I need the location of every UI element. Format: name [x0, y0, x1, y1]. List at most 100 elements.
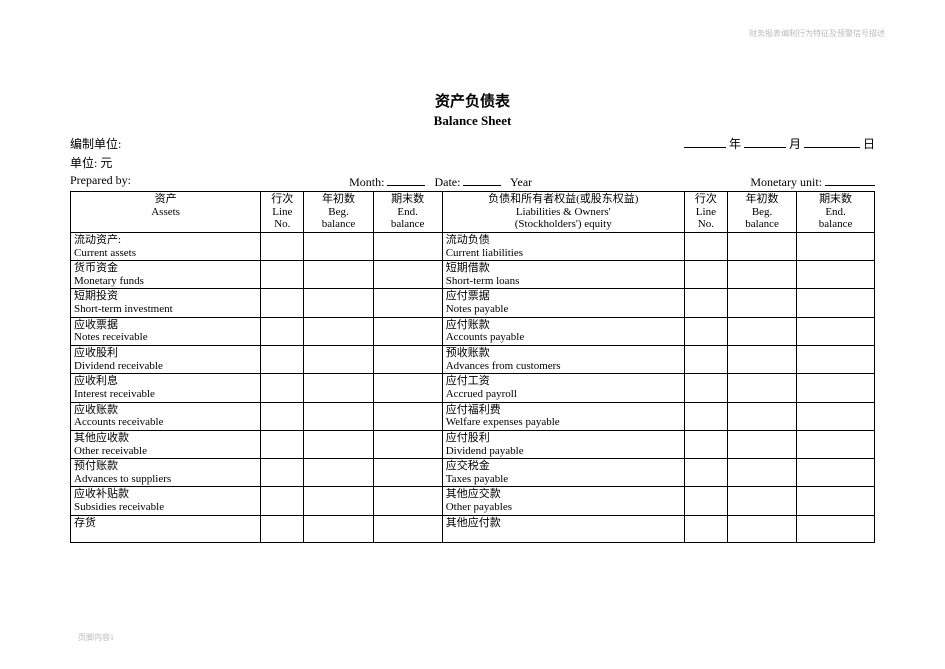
prepared-unit-label: 编制单位:	[70, 135, 121, 152]
title-cn: 资产负债表	[70, 90, 875, 111]
line-no-cell-r	[684, 346, 727, 374]
footer-watermark: 页脚内容1	[78, 632, 114, 643]
assets-cell: 应收票据Notes receivable	[71, 317, 261, 345]
liab-cell: 预收账款Advances from customers	[442, 346, 684, 374]
assets-cn: 预付账款	[74, 460, 257, 473]
col-end-cn: 期末数	[377, 193, 439, 206]
table-row: 应收票据Notes receivable 应付账款Accounts payable	[71, 317, 875, 345]
liab-en: Short-term loans	[446, 275, 681, 288]
line-no-cell-r	[684, 289, 727, 317]
assets-en: Advances to suppliers	[74, 473, 257, 486]
month-blank	[744, 135, 786, 148]
monetary-unit-label: Monetary unit:	[750, 175, 822, 189]
line-no-cell	[261, 430, 304, 458]
end-balance-cell-r	[797, 515, 875, 542]
liab-en: Accrued payroll	[446, 388, 681, 401]
col-line2-en1: Line	[688, 206, 724, 219]
month-label: 月	[789, 137, 801, 151]
table-row: 应收股利Dividend receivable 预收账款Advances from…	[71, 346, 875, 374]
end-balance-cell	[373, 515, 442, 542]
col-beg: 年初数 Beg. balance	[304, 192, 373, 233]
date-en-label: Date:	[434, 175, 460, 189]
col-end2-en1: End.	[800, 206, 871, 219]
col-liab-cn: 负债和所有者权益(或股东权益)	[446, 193, 681, 206]
beg-balance-cell-r	[727, 374, 796, 402]
col-end-en1: End.	[377, 206, 439, 219]
table-row: 短期投资Short-term investment 应付票据Notes payab…	[71, 289, 875, 317]
line-no-cell-r	[684, 232, 727, 260]
col-line: 行次 Line No.	[261, 192, 304, 233]
col-line2-en2: No.	[688, 218, 724, 231]
assets-en: Current assets	[74, 247, 257, 260]
assets-cell: 其他应收款Other receivable	[71, 430, 261, 458]
assets-cn: 其他应收款	[74, 432, 257, 445]
liab-cn: 流动负债	[446, 234, 681, 247]
page: 资产负债表 Balance Sheet 编制单位: 年 月 日 单位: 元 Pr…	[0, 0, 945, 543]
line-no-cell-r	[684, 317, 727, 345]
line-no-cell-r	[684, 430, 727, 458]
end-balance-cell-r	[797, 289, 875, 317]
assets-en: Notes receivable	[74, 331, 257, 344]
liab-cell: 应付账款Accounts payable	[442, 317, 684, 345]
col-beg2: 年初数 Beg. balance	[727, 192, 796, 233]
assets-cell: 短期投资Short-term investment	[71, 289, 261, 317]
liab-cell: 应付工资Accrued payroll	[442, 374, 684, 402]
beg-balance-cell-r	[727, 232, 796, 260]
line-no-cell	[261, 374, 304, 402]
beg-balance-cell	[304, 232, 373, 260]
meta-row-1: 编制单位: 年 月 日	[70, 135, 875, 152]
liab-en: Notes payable	[446, 303, 681, 316]
end-balance-cell	[373, 459, 442, 487]
liab-cell: 其他应付款	[442, 515, 684, 542]
line-no-cell	[261, 261, 304, 289]
assets-cell: 应收股利Dividend receivable	[71, 346, 261, 374]
assets-en: Subsidies receivable	[74, 501, 257, 514]
assets-cell: 货币资金Monetary funds	[71, 261, 261, 289]
beg-balance-cell	[304, 459, 373, 487]
date-box-cn: 年 月 日	[684, 135, 875, 152]
col-liab-en2: (Stockholders') equity	[446, 218, 681, 231]
liab-cn: 应付福利费	[446, 404, 681, 417]
beg-balance-cell-r	[727, 317, 796, 345]
line-no-cell-r	[684, 402, 727, 430]
end-balance-cell	[373, 487, 442, 515]
beg-balance-cell	[304, 317, 373, 345]
end-balance-cell-r	[797, 487, 875, 515]
date-en-blank	[463, 173, 501, 186]
liab-cell: 应付股利Dividend payable	[442, 430, 684, 458]
col-line-en2: No.	[264, 218, 300, 231]
assets-cn: 应收补贴款	[74, 488, 257, 501]
line-no-cell-r	[684, 374, 727, 402]
col-end: 期末数 End. balance	[373, 192, 442, 233]
col-end2-en2: balance	[800, 218, 871, 231]
liab-cn: 其他应交款	[446, 488, 681, 501]
assets-en: Accounts receivable	[74, 416, 257, 429]
line-no-cell	[261, 289, 304, 317]
liab-cn: 应付股利	[446, 432, 681, 445]
beg-balance-cell-r	[727, 430, 796, 458]
col-beg-en1: Beg.	[307, 206, 369, 219]
end-balance-cell-r	[797, 374, 875, 402]
col-liab: 负债和所有者权益(或股东权益) Liabilities & Owners' (S…	[442, 192, 684, 233]
line-no-cell	[261, 459, 304, 487]
beg-balance-cell-r	[727, 515, 796, 542]
liab-en: Welfare expenses payable	[446, 416, 681, 429]
table-row: 其他应收款Other receivable 应付股利Dividend payabl…	[71, 430, 875, 458]
beg-balance-cell	[304, 289, 373, 317]
liab-en: Accounts payable	[446, 331, 681, 344]
col-line2-cn: 行次	[688, 193, 724, 206]
beg-balance-cell-r	[727, 459, 796, 487]
assets-en: Dividend receivable	[74, 360, 257, 373]
end-balance-cell-r	[797, 346, 875, 374]
assets-en: Interest receivable	[74, 388, 257, 401]
table-row: 应收利息Interest receivable 应付工资Accrued payro…	[71, 374, 875, 402]
end-balance-cell-r	[797, 459, 875, 487]
line-no-cell	[261, 402, 304, 430]
assets-cell: 应收利息Interest receivable	[71, 374, 261, 402]
liab-cell: 短期借款Short-term loans	[442, 261, 684, 289]
end-balance-cell	[373, 346, 442, 374]
assets-cell: 存货	[71, 515, 261, 542]
day-label: 日	[863, 137, 875, 151]
assets-cell: 应收补贴款Subsidies receivable	[71, 487, 261, 515]
liab-cell: 应付票据Notes payable	[442, 289, 684, 317]
